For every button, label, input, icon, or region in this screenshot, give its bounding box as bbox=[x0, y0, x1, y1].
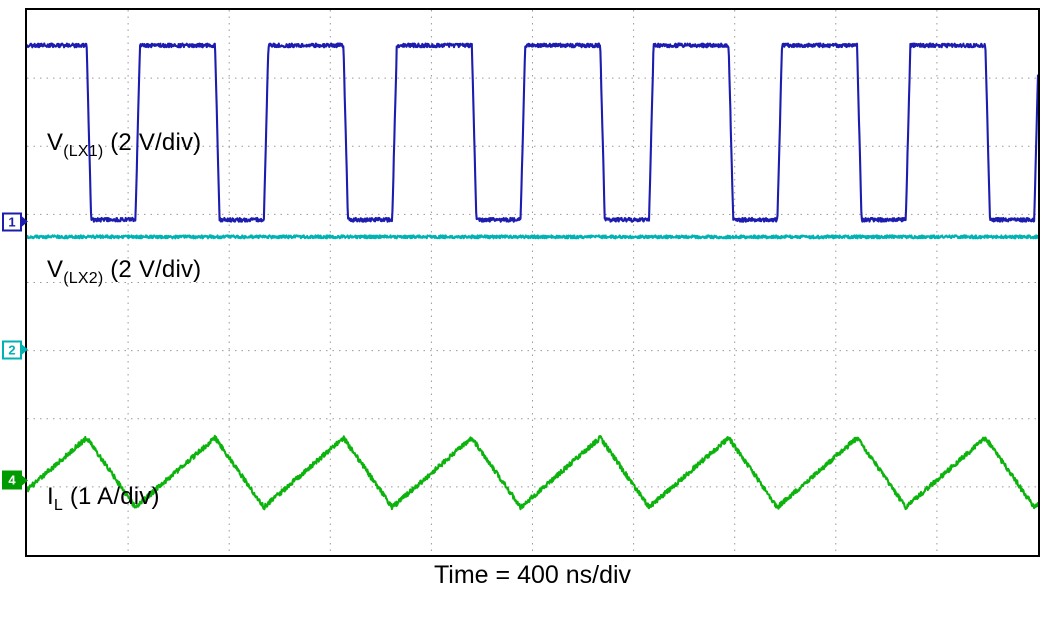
channel-1-marker-arrow-icon bbox=[22, 216, 28, 227]
plot-area: V(LX1) (2 V/div) V(LX2) (2 V/div) IL (1 … bbox=[25, 8, 1040, 557]
vlx1-scale: (2 V/div) bbox=[103, 129, 202, 156]
il-subscript: L bbox=[53, 496, 63, 514]
channel-2-marker: 2 bbox=[2, 340, 28, 360]
channel-4-marker-label: 4 bbox=[2, 470, 22, 490]
time-axis-label: Time = 400 ns/div bbox=[433, 561, 632, 589]
channel-4-marker-arrow-icon bbox=[22, 475, 28, 486]
channel-1-marker: 1 bbox=[2, 212, 28, 232]
vlx2-scale: (2 V/div) bbox=[103, 256, 202, 283]
trace-label-il: IL (1 A/div) bbox=[47, 483, 160, 514]
channel-2-marker-label: 2 bbox=[2, 340, 22, 360]
channel-4-marker: 4 bbox=[2, 470, 28, 490]
vlx2-subscript: (LX2) bbox=[63, 269, 104, 287]
trace-label-vlx2: V(LX2) (2 V/div) bbox=[47, 256, 202, 287]
trace-label-vlx1: V(LX1) (2 V/div) bbox=[47, 129, 202, 160]
il-scale: (1 A/div) bbox=[62, 483, 160, 510]
channel-1-marker-label: 1 bbox=[2, 212, 22, 232]
vlx2-symbol: V bbox=[47, 256, 64, 283]
vlx1-symbol: V bbox=[47, 129, 64, 156]
il-symbol: I bbox=[47, 483, 54, 510]
trace-v_lx1 bbox=[27, 42, 1038, 223]
channel-2-marker-arrow-icon bbox=[22, 344, 28, 355]
trace-v_lx2 bbox=[27, 234, 1038, 240]
trace-i_l bbox=[27, 434, 1038, 511]
vlx1-subscript: (LX1) bbox=[63, 142, 104, 160]
waveform-canvas bbox=[27, 10, 1038, 555]
